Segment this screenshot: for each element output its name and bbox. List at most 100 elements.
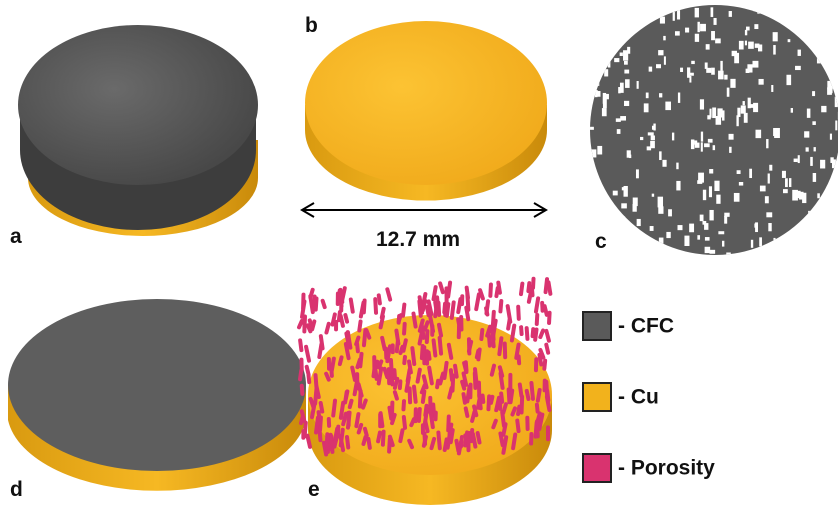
pore bbox=[833, 26, 838, 30]
porosity bbox=[400, 430, 402, 441]
porosity bbox=[501, 373, 503, 387]
pore bbox=[834, 251, 837, 254]
pore bbox=[795, 66, 801, 70]
porosity bbox=[302, 386, 303, 394]
porosity bbox=[444, 363, 446, 378]
porosity bbox=[382, 309, 384, 318]
porosity bbox=[366, 330, 369, 338]
panel-label: c bbox=[595, 230, 607, 253]
porosity bbox=[502, 412, 504, 426]
porosity bbox=[490, 285, 491, 296]
scale-label: 12.7 mm bbox=[376, 228, 460, 251]
pore bbox=[782, 171, 786, 178]
pore bbox=[648, 132, 654, 135]
pore bbox=[609, 225, 611, 229]
pore bbox=[640, 239, 644, 248]
pore bbox=[697, 22, 699, 32]
pore bbox=[713, 145, 715, 150]
pore bbox=[831, 205, 837, 210]
pore bbox=[744, 113, 748, 123]
legend-swatch bbox=[583, 383, 611, 411]
porosity bbox=[532, 286, 533, 295]
porosity bbox=[363, 400, 366, 407]
porosity bbox=[396, 331, 398, 344]
pore bbox=[715, 38, 721, 43]
porosity bbox=[448, 417, 449, 431]
porosity bbox=[301, 416, 303, 423]
sample-c bbox=[590, 5, 838, 262]
porosity bbox=[419, 409, 420, 421]
pore bbox=[714, 181, 719, 191]
pore bbox=[709, 169, 713, 173]
pore bbox=[700, 24, 706, 31]
pore bbox=[668, 209, 672, 216]
scale-arrow bbox=[302, 203, 546, 217]
porosity bbox=[435, 302, 437, 316]
porosity bbox=[535, 330, 536, 340]
porosity bbox=[500, 434, 502, 446]
porosity bbox=[403, 305, 404, 316]
pore bbox=[646, 93, 649, 99]
pore bbox=[827, 87, 832, 94]
pore bbox=[785, 178, 788, 187]
porosity bbox=[412, 348, 414, 364]
porosity bbox=[521, 284, 522, 294]
porosity bbox=[478, 349, 479, 359]
pore bbox=[608, 45, 610, 53]
porosity bbox=[316, 418, 318, 433]
pore bbox=[827, 5, 830, 11]
pore bbox=[835, 6, 837, 14]
porosity bbox=[449, 345, 451, 358]
pore bbox=[640, 137, 643, 140]
porosity bbox=[466, 362, 467, 370]
pore bbox=[651, 135, 655, 140]
porosity bbox=[439, 325, 441, 336]
pore bbox=[663, 36, 665, 40]
pore bbox=[786, 75, 791, 85]
porosity bbox=[538, 390, 540, 401]
pore bbox=[736, 115, 738, 126]
pore bbox=[603, 93, 606, 104]
pore bbox=[831, 31, 835, 41]
pore bbox=[773, 45, 776, 55]
pore bbox=[773, 238, 775, 248]
pore bbox=[597, 146, 602, 155]
pore bbox=[812, 17, 817, 22]
pore bbox=[799, 192, 804, 200]
legend-label: - Porosity bbox=[618, 457, 715, 480]
porosity bbox=[528, 283, 529, 291]
panel-label: a bbox=[10, 225, 22, 248]
pore bbox=[634, 18, 640, 29]
pore bbox=[613, 191, 618, 196]
pore bbox=[610, 41, 613, 47]
pore bbox=[754, 24, 758, 29]
porosity bbox=[483, 395, 484, 401]
porosity bbox=[383, 432, 384, 445]
pore bbox=[717, 108, 722, 117]
pore bbox=[633, 198, 638, 207]
pore bbox=[616, 118, 621, 122]
pore bbox=[804, 131, 809, 137]
pore bbox=[832, 228, 835, 232]
porosity bbox=[425, 322, 428, 329]
pore bbox=[832, 159, 836, 168]
legend-swatch bbox=[583, 312, 611, 340]
pore bbox=[609, 32, 612, 35]
panel-label: d bbox=[10, 478, 23, 501]
porosity bbox=[451, 370, 452, 380]
pore bbox=[658, 206, 663, 213]
panel-label: e bbox=[308, 478, 320, 501]
pore bbox=[822, 220, 827, 228]
pore bbox=[707, 115, 711, 119]
porosity bbox=[364, 301, 365, 313]
pore bbox=[798, 155, 800, 163]
legend-label: - Cu bbox=[618, 386, 659, 409]
porosity bbox=[463, 394, 464, 403]
pore bbox=[729, 147, 731, 153]
porosity bbox=[467, 288, 468, 298]
pore bbox=[658, 245, 662, 249]
porosity bbox=[411, 419, 414, 425]
pore bbox=[711, 7, 714, 17]
porosity bbox=[404, 417, 405, 428]
porosity bbox=[437, 381, 438, 387]
